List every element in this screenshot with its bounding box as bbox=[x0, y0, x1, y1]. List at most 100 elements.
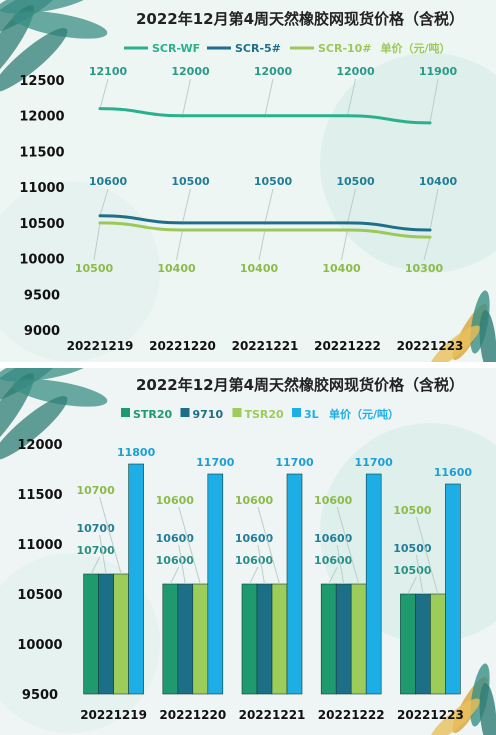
data-point bbox=[98, 214, 102, 218]
palm-leaf-icon bbox=[0, 28, 68, 92]
bar bbox=[162, 583, 179, 695]
data-label: 10500 bbox=[336, 175, 375, 188]
x-tick-label: 20221219 bbox=[67, 339, 134, 353]
bar-chart-panel: 2022年12月第4周天然橡胶网现货价格（含税） STR20 9710 TSR20 3… bbox=[0, 368, 496, 735]
bar bbox=[207, 473, 224, 695]
legend-label: TSR20 bbox=[245, 408, 285, 421]
data-label: 10500 bbox=[171, 175, 210, 188]
legend-label: 9710 bbox=[193, 408, 224, 421]
legend-swatch bbox=[180, 408, 190, 417]
y-axis: 12500 12000 11500 11000 10500 10000 9500 9000 bbox=[19, 74, 64, 339]
data-label: 10400 bbox=[157, 262, 196, 275]
y-tick-label: 12000 bbox=[19, 110, 64, 125]
data-point bbox=[346, 221, 349, 225]
data-label-leader bbox=[249, 566, 259, 585]
data-label-leader bbox=[407, 576, 417, 595]
data-label-leader bbox=[257, 506, 280, 585]
data-label: 10500 bbox=[75, 262, 114, 275]
data-label: 12000 bbox=[336, 65, 375, 78]
data-label-leader bbox=[264, 188, 274, 223]
y-tick-label: 10000 bbox=[19, 253, 64, 268]
data-point bbox=[346, 228, 349, 232]
legend-label: SCR-5# bbox=[235, 42, 281, 55]
data-point bbox=[98, 107, 102, 111]
x-tick-label: 20221221 bbox=[239, 708, 306, 722]
x-axis: 20221219 20221220 20221221 20221222 20221223 bbox=[67, 339, 464, 353]
data-label: 12000 bbox=[254, 65, 293, 78]
data-label-leader bbox=[99, 534, 107, 575]
data-label-leader bbox=[423, 237, 431, 261]
y-tick-label: 11000 bbox=[19, 181, 64, 196]
y-tick-label: 12000 bbox=[17, 438, 62, 453]
x-tick-label: 20221220 bbox=[149, 339, 216, 353]
bar bbox=[350, 583, 367, 695]
plant-leaf-icon bbox=[479, 310, 496, 362]
data-label-leader bbox=[99, 78, 109, 109]
data-label: 10700 bbox=[76, 522, 115, 535]
legend-label: SCR-WF bbox=[152, 42, 200, 55]
data-label-leader bbox=[182, 78, 191, 116]
data-label: 10400 bbox=[419, 175, 458, 188]
palm-leaf-icon bbox=[12, 11, 108, 39]
palm-leaf-icon bbox=[0, 368, 93, 382]
data-point bbox=[181, 114, 184, 118]
data-label-leader bbox=[176, 229, 183, 261]
data-point bbox=[181, 228, 184, 232]
palm-leaf-icon bbox=[0, 373, 34, 453]
data-label: 10600 bbox=[235, 532, 274, 545]
background-blob bbox=[0, 181, 160, 362]
y-tick-label: 11000 bbox=[17, 538, 62, 553]
data-label-leader bbox=[169, 566, 180, 585]
bar bbox=[256, 583, 273, 695]
bar bbox=[415, 593, 431, 695]
data-label-leader bbox=[178, 506, 201, 585]
data-point bbox=[263, 114, 267, 118]
x-tick-label: 20221220 bbox=[159, 708, 226, 722]
legend-swatch bbox=[292, 408, 301, 417]
data-label-leader bbox=[347, 78, 356, 116]
plant-leaf-icon bbox=[429, 325, 481, 362]
line-chart-panel: 2022年12月第4周天然橡胶网现货价格（含税） SCR-WF SCR-5# SCR… bbox=[0, 0, 496, 362]
x-tick-label: 20221221 bbox=[232, 339, 299, 353]
chart-title: 2022年12月第4周天然橡胶网现货价格（含税） bbox=[136, 376, 464, 394]
y-tick-label: 9000 bbox=[24, 324, 60, 339]
data-label-leader bbox=[178, 544, 186, 585]
data-label: 10500 bbox=[393, 564, 432, 577]
data-label: 11700 bbox=[196, 456, 235, 469]
data-label: 10600 bbox=[156, 494, 195, 507]
bar bbox=[286, 473, 303, 695]
x-tick-label: 20221223 bbox=[397, 339, 464, 353]
data-label-leader bbox=[257, 544, 265, 585]
data-point bbox=[346, 114, 349, 118]
data-point bbox=[98, 221, 102, 225]
y-tick-label: 11500 bbox=[19, 145, 64, 160]
bar bbox=[241, 583, 258, 695]
panel-divider bbox=[0, 362, 496, 368]
bar-chart: 2022年12月第4周天然橡胶网现货价格（含税） STR20 9710 TSR20 3… bbox=[0, 368, 496, 735]
data-label: 10300 bbox=[405, 262, 444, 275]
data-label: 11900 bbox=[419, 65, 458, 78]
data-label: 12000 bbox=[171, 65, 210, 78]
legend: STR20 9710 TSR20 3L 单价（元/吨） bbox=[121, 407, 399, 421]
x-tick-label: 20221222 bbox=[314, 339, 381, 353]
data-label-leader bbox=[328, 566, 338, 585]
bar bbox=[83, 573, 99, 695]
bar bbox=[271, 583, 288, 695]
data-label-leader bbox=[93, 222, 101, 261]
legend: SCR-WF SCR-5# SCR-10# 单价（元/吨） bbox=[124, 41, 451, 55]
data-point bbox=[428, 121, 432, 125]
data-label: 10600 bbox=[156, 554, 195, 567]
bar bbox=[320, 583, 337, 695]
legend-swatch bbox=[121, 408, 130, 417]
data-label-leader bbox=[415, 554, 424, 595]
data-point bbox=[428, 235, 432, 239]
y-tick-label: 12500 bbox=[19, 74, 64, 89]
data-label-leader bbox=[336, 544, 345, 585]
legend-swatch bbox=[232, 408, 242, 417]
legend-unit-label: 单价（元/吨） bbox=[381, 41, 451, 55]
legend-label: SCR-10# bbox=[318, 42, 372, 55]
y-tick-label: 9500 bbox=[22, 688, 58, 703]
x-tick-label: 20221219 bbox=[80, 708, 147, 722]
bar bbox=[365, 473, 382, 695]
plant-leaf-icon bbox=[479, 683, 496, 735]
